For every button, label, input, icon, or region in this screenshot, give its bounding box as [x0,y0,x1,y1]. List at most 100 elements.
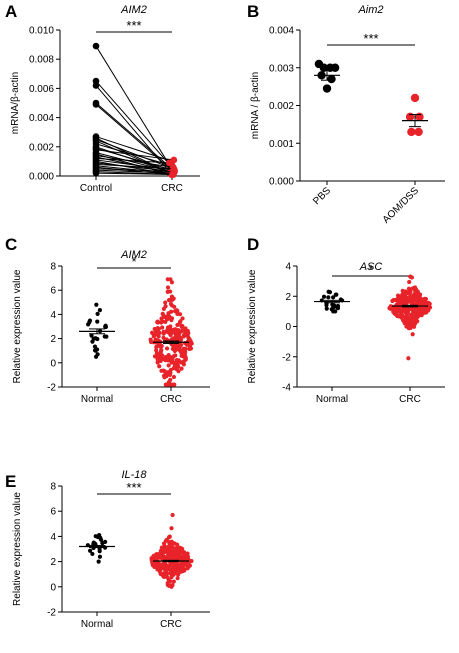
data-point [401,308,406,313]
data-point [162,375,167,380]
data-point [87,548,93,553]
panel-d: D ASC -4 -2 0 2 4 Normal CRC Relative expression … [247,235,445,405]
pair-line [95,45,170,165]
data-point [172,568,178,573]
data-point [175,322,180,328]
y-tick-label: 0.000 [269,177,294,188]
pair-line [95,136,173,162]
data-point [321,294,327,299]
data-point [175,576,180,581]
data-point [170,346,175,351]
data-point [159,347,164,353]
data-point [326,295,331,300]
data-point [331,309,336,314]
data-point [411,324,417,329]
data-point [149,557,154,563]
data-point [164,329,169,334]
data-point [391,297,396,303]
data-point [408,289,413,295]
pair-line [95,159,174,171]
chart-title: IL-18 [121,469,147,481]
data-point [333,292,338,297]
data-point [166,544,171,549]
data-point [179,366,184,371]
y-tick-label: 0.002 [29,142,54,153]
data-point [185,559,190,564]
pair-line [95,168,175,173]
data-point [400,301,405,306]
data-point [167,354,172,360]
data-point [178,545,183,551]
data-point [95,534,100,540]
pair-line [95,169,174,174]
data-point [187,343,192,348]
data-point [330,302,335,307]
data-point [159,343,164,349]
chart-title: Aim2 [357,4,383,16]
y-tick-label: -2 [47,608,56,619]
y-tick-label: 6 [50,507,56,518]
data-point [161,335,166,340]
panel-label: E [5,472,16,491]
pair-line [95,172,173,176]
data-point [92,169,100,177]
pair-line [95,139,174,170]
data-point [90,551,95,557]
data-point [169,539,174,544]
data-point [154,330,159,335]
x-tick-label: CRC [399,394,421,405]
data-point [160,311,165,316]
data-point [179,350,184,355]
data-point [89,333,94,338]
data-point [407,279,412,285]
chart-title: AIM2 [120,249,147,261]
data-point [95,352,100,357]
data-point [178,319,183,324]
y-tick-label: -2 [282,352,291,363]
data-point [408,325,413,330]
data-point [414,287,419,292]
data-point [154,344,159,349]
data-point [158,555,163,560]
data-point [178,343,183,348]
y-tick-label: 0.001 [269,139,294,150]
y-tick-label: 4 [50,310,56,321]
data-point [171,382,177,387]
data-point [92,348,98,353]
data-point [327,74,336,84]
data-point [92,42,100,50]
y-axis-label: Relative expression value [12,269,23,383]
y-tick-label: 0 [50,358,56,369]
data-point [172,365,177,370]
data-point [174,357,179,363]
data-point [169,171,176,178]
data-point [408,306,413,311]
data-point [174,333,179,338]
data-point [103,324,109,330]
data-point [415,112,424,122]
data-point [163,538,168,544]
y-tick-label: 4 [50,532,56,543]
data-point [87,319,92,325]
data-point [174,308,179,313]
data-point [427,302,432,307]
data-point [411,319,416,324]
data-point [169,574,174,580]
data-point [159,545,164,550]
data-point [404,290,409,295]
data-point [161,329,166,334]
data-point [149,330,155,335]
data-point [419,297,424,302]
pair-line [95,104,174,172]
data-point [406,322,412,327]
x-tick-label: CRC [160,619,182,630]
data-point [164,346,170,351]
data-point [161,574,166,579]
data-point [166,577,171,582]
data-point [164,382,170,387]
data-point [394,297,399,302]
significance-label: *** [126,18,141,33]
pair-line [95,80,175,171]
pair-line [95,149,174,161]
pair-line [95,162,175,173]
